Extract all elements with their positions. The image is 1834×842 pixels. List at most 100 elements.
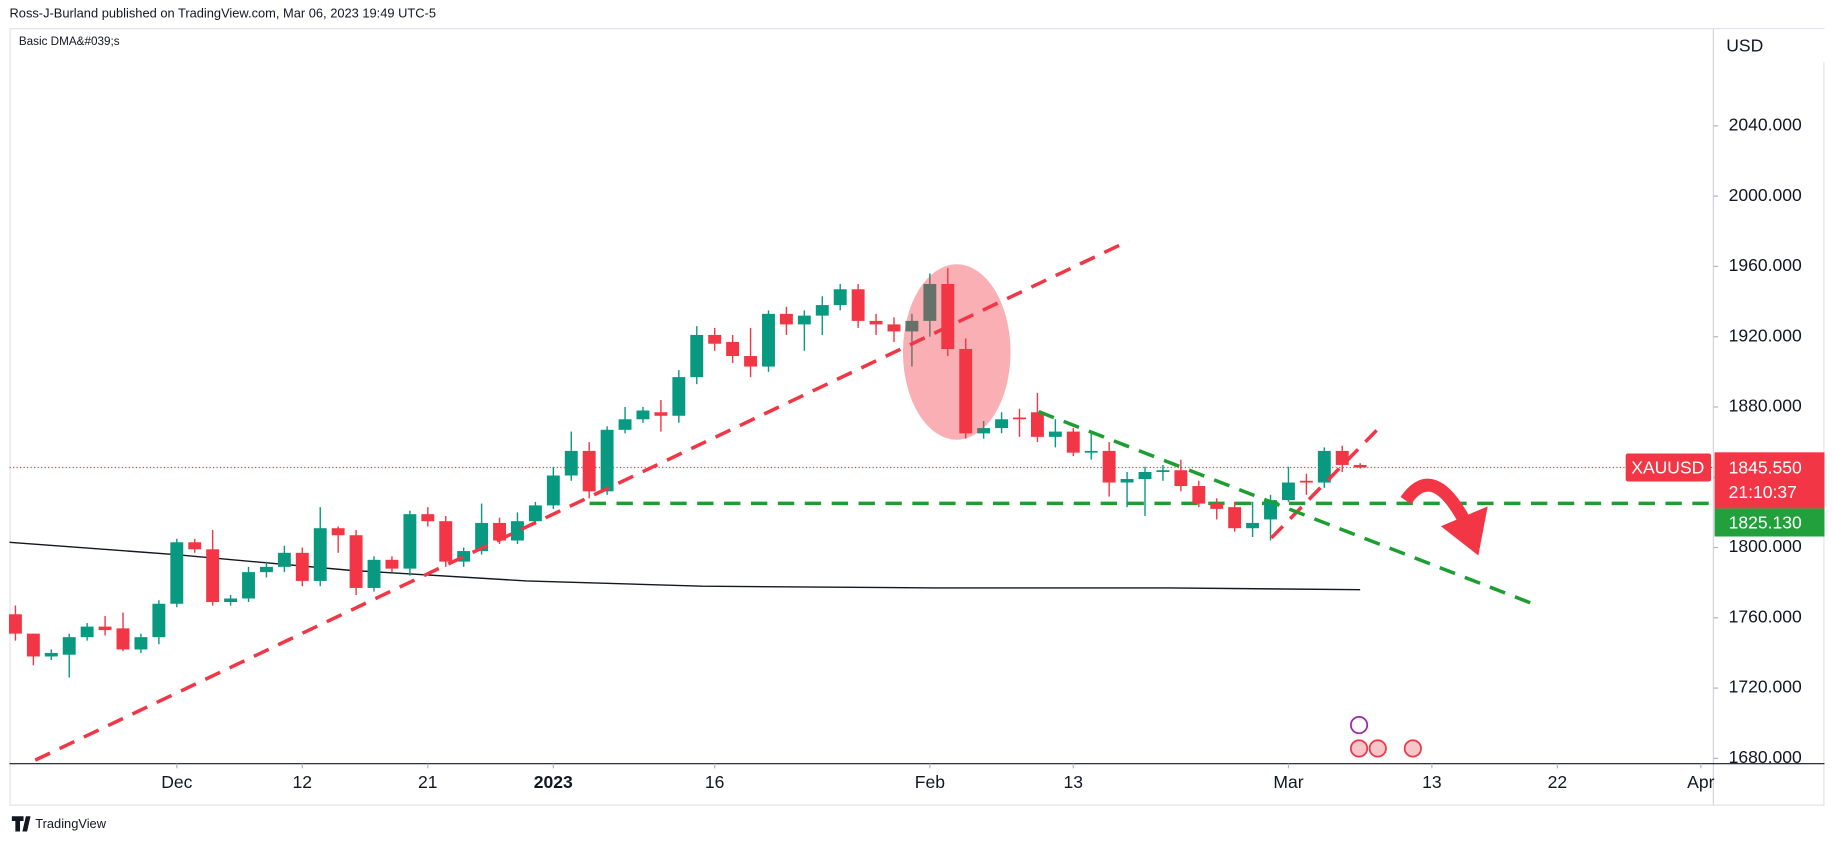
candle-body <box>833 289 847 306</box>
candle-body <box>546 475 560 506</box>
candle-body <box>1013 417 1026 420</box>
candle-body <box>349 535 363 588</box>
candle-body <box>1246 522 1260 529</box>
drawings <box>34 239 1539 762</box>
candle-body <box>600 429 614 492</box>
candle-body <box>62 637 76 655</box>
candle-body <box>493 522 506 541</box>
candle-body <box>869 320 883 325</box>
candle-body <box>385 559 399 569</box>
candle-body <box>708 334 722 344</box>
candle-body <box>511 521 524 541</box>
x-tick-label: Feb <box>915 772 945 792</box>
y-axis-label: USD <box>1726 35 1763 55</box>
candle-body <box>851 289 865 321</box>
candle-body <box>797 315 811 325</box>
candle-body <box>1174 470 1188 487</box>
last-price-box <box>1714 452 1825 509</box>
y-tick-label: 1800.000 <box>1729 536 1802 556</box>
candle-body <box>744 356 758 367</box>
candle-body <box>564 450 578 476</box>
symbol-label: XAUUSD <box>1631 457 1704 477</box>
candle-body <box>1281 482 1295 501</box>
candle-body <box>295 552 309 581</box>
candle-body <box>923 283 937 321</box>
candle-body <box>995 419 1009 429</box>
last-price-label: 1845.550 <box>1729 457 1802 477</box>
candle-body <box>1066 431 1080 453</box>
candle-body <box>779 313 793 325</box>
support-price-label: 1825.130 <box>1729 512 1802 532</box>
candle-body <box>259 566 273 573</box>
candle-body <box>690 334 704 378</box>
candle-body <box>170 542 184 604</box>
candle-body <box>1335 450 1349 465</box>
candle-body <box>152 603 166 638</box>
support-price-box <box>1714 508 1825 537</box>
x-tick-label: Dec <box>161 772 192 792</box>
candle-body <box>206 549 220 603</box>
countdown: 21:10:37 <box>1729 482 1797 502</box>
candle-body <box>1120 479 1134 483</box>
candle-body <box>457 551 471 562</box>
symbol-tag <box>1625 453 1712 482</box>
candle-body <box>80 626 94 638</box>
candle-body <box>421 514 435 522</box>
event-icon <box>1349 739 1369 758</box>
x-tick-label: Mar <box>1273 772 1303 792</box>
candle-body <box>941 283 955 350</box>
candle-body <box>367 559 381 588</box>
footer: TradingView <box>35 816 106 831</box>
candle-body <box>44 652 58 657</box>
candle-body <box>277 552 291 567</box>
candle-body <box>1228 507 1242 529</box>
candle-body <box>1048 431 1062 437</box>
candle-body <box>618 419 632 430</box>
candle-body <box>26 633 40 657</box>
candle-body <box>134 637 148 650</box>
x-tick-label: Apr <box>1687 772 1714 792</box>
moving-average <box>9 541 1361 591</box>
y-tick-label: 1920.000 <box>1729 325 1802 345</box>
x-tick-label: 13 <box>1064 772 1084 792</box>
y-tick-label: 1880.000 <box>1729 396 1802 416</box>
event-icon <box>1368 739 1387 758</box>
axis-label-bg <box>1714 29 1825 62</box>
candle-body <box>636 410 650 420</box>
event-icon <box>1403 739 1422 758</box>
y-tick-label: 1680.000 <box>1729 747 1802 767</box>
candle-body <box>1102 450 1116 483</box>
candle-body <box>98 626 112 631</box>
candle-body <box>905 320 919 332</box>
candle-body <box>959 349 973 434</box>
candle-body <box>582 450 596 492</box>
candle-body <box>1030 412 1044 437</box>
candle-body <box>726 341 740 357</box>
candle-body <box>224 598 238 603</box>
candle-body <box>313 528 327 581</box>
candle-body <box>762 313 775 367</box>
trend-line <box>34 239 1130 762</box>
chart-title: Basic DMA&#039;s <box>19 35 120 48</box>
logo-icon <box>11 816 31 832</box>
plot <box>8 268 1714 678</box>
candle-body <box>1353 464 1367 468</box>
candle-body <box>116 628 130 650</box>
event-icon <box>1349 715 1369 735</box>
candle-body <box>887 324 901 332</box>
candle-body <box>1156 470 1170 472</box>
candle-body <box>188 542 202 550</box>
y-tick-label: 1720.000 <box>1729 677 1802 697</box>
candle-body <box>977 428 991 434</box>
candle-body <box>528 505 542 522</box>
x-tick-label: 2023 <box>534 772 573 792</box>
candle-body <box>403 514 417 569</box>
x-tick-label: 16 <box>705 772 725 792</box>
x-tick-label: 12 <box>293 772 313 792</box>
y-tick-label: 2000.000 <box>1729 185 1802 205</box>
y-tick-label: 1760.000 <box>1729 606 1802 626</box>
candle-body <box>8 614 22 634</box>
candle-body <box>1210 503 1224 509</box>
arrow <box>1400 478 1470 524</box>
